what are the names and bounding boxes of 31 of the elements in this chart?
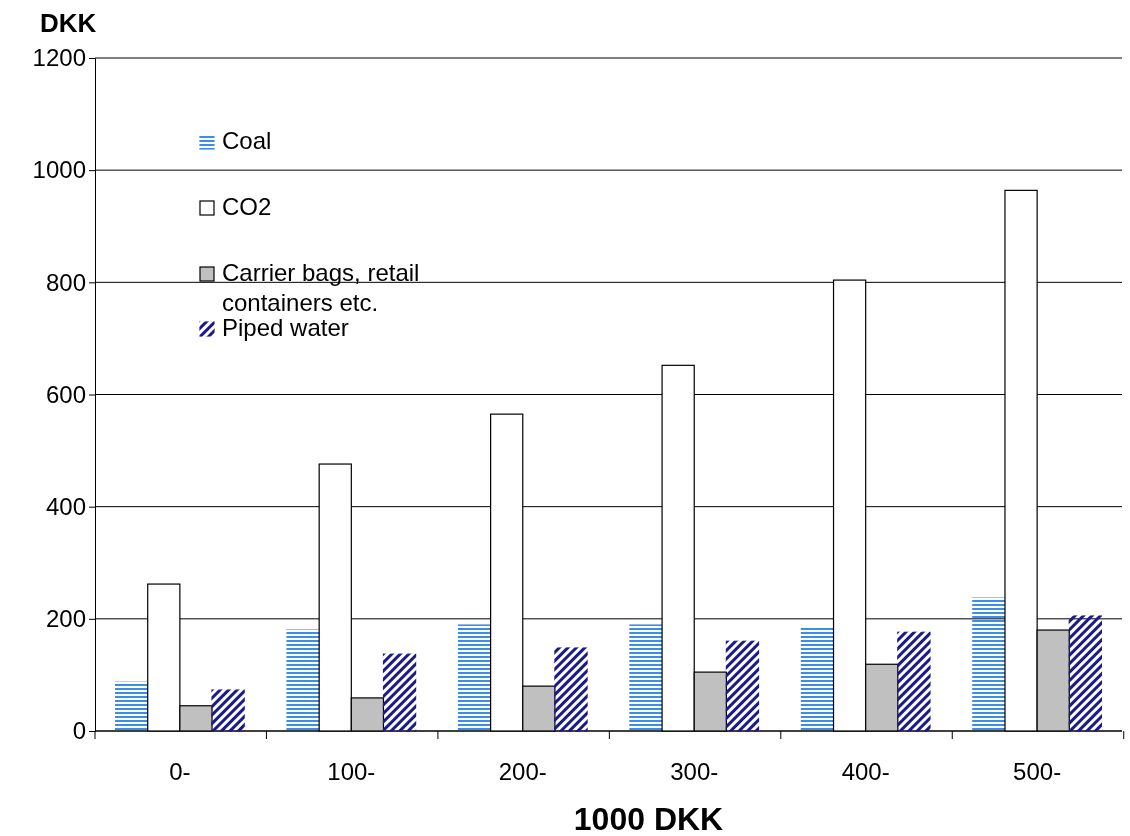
y-tick-label: 400 — [45, 492, 86, 520]
x-tick-label: 300- — [670, 758, 719, 786]
legend-label: Carrier bags, retail containers etc. — [222, 259, 420, 316]
bar — [211, 689, 245, 732]
x-tick-label: 500- — [1013, 758, 1062, 786]
legend-label: Coal — [222, 127, 272, 154]
y-tick-label: 1200 — [32, 44, 86, 72]
bar — [457, 624, 492, 732]
y-tick-label: 1000 — [32, 156, 86, 184]
bar — [800, 626, 835, 732]
bar — [1068, 615, 1103, 732]
y-tick-label: 0 — [72, 717, 86, 745]
x-tick-label: 100- — [327, 758, 376, 786]
x-tick-label: 400- — [841, 758, 890, 786]
bar — [114, 681, 149, 732]
bar — [897, 631, 931, 732]
x-tick-label: 0- — [169, 758, 191, 786]
bar — [286, 629, 320, 732]
bar — [725, 640, 760, 732]
bar — [382, 653, 417, 732]
y-tick-label: 800 — [45, 268, 86, 296]
x-tick-label: 200- — [498, 758, 547, 786]
legend-label: Piped water — [222, 314, 349, 341]
x-axis-title: 1000 DKK — [573, 801, 724, 836]
y-axis-title: DKK — [40, 8, 97, 38]
bar — [629, 624, 663, 732]
legend-label: CO2 — [222, 193, 272, 220]
y-tick-label: 600 — [45, 380, 86, 408]
bar — [554, 647, 588, 732]
y-tick-label: 200 — [45, 605, 86, 633]
bar — [972, 597, 1006, 732]
